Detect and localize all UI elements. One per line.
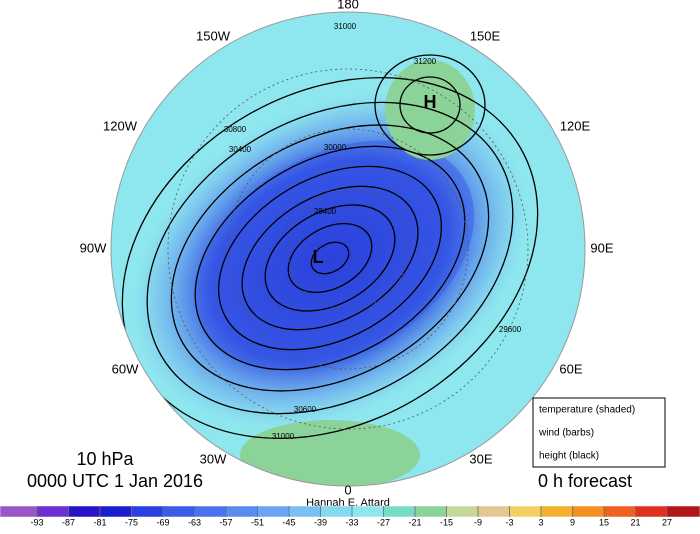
map-disk [111, 12, 585, 486]
contour-label: 31000 [272, 432, 295, 441]
colorbar-tick-label: -93 [30, 517, 43, 527]
colorbar-tick-label: -63 [188, 517, 201, 527]
contour-label: 30000 [324, 143, 347, 152]
colorbar-segment [36, 505, 69, 518]
colorbar-segment [99, 505, 132, 518]
colorbar-tick-label: -39 [314, 517, 327, 527]
colorbar-segment [509, 505, 542, 518]
lon-label: 30E [469, 451, 492, 466]
colorbar-tick-label: -21 [408, 517, 421, 527]
lon-label: 90E [590, 240, 613, 255]
low-marker: L [313, 247, 324, 267]
contour-label: 30400 [229, 145, 252, 154]
colorbar-tick-label: 9 [570, 517, 575, 527]
colorbar-tick-label: -45 [282, 517, 295, 527]
contour-label: 31200 [414, 57, 437, 66]
colorbar-segment [351, 505, 384, 518]
contour-label: 28400 [314, 207, 337, 216]
colorbar-tick-label: -81 [93, 517, 106, 527]
lon-label: 90W [80, 240, 107, 255]
contour-label: 31000 [334, 22, 357, 31]
colorbar-segment [666, 505, 700, 518]
high-marker: H [424, 92, 437, 112]
colorbar-tick-label: -57 [219, 517, 232, 527]
colorbar-segment [320, 505, 353, 518]
colorbar-segment [288, 505, 321, 518]
colorbar: -93 -87 -81 -75 -69 -63 -57 -51 -45 -39 -33 -27 -21-… [0, 505, 700, 527]
colorbar-tick-label: -51 [251, 517, 264, 527]
colorbar-segment [0, 505, 38, 518]
colorbar-segment [68, 505, 101, 518]
colorbar-segment [446, 505, 479, 518]
colorbar-tick-label: -69 [156, 517, 169, 527]
lon-label: 120E [560, 118, 591, 133]
lon-label: 30W [200, 451, 227, 466]
lon-label: 150E [470, 28, 501, 43]
contour-label: 30600 [294, 405, 317, 414]
lon-label: 60W [112, 361, 139, 376]
longitude-labels: 180 150E 120E 90E 60E 30E 0 30W 60W 90W … [80, 0, 614, 497]
colorbar-segment [635, 505, 668, 518]
colorbar-segment [131, 505, 164, 518]
colorbar-segment [162, 505, 195, 518]
contour-label: 30800 [224, 125, 247, 134]
colorbar-segment [194, 505, 227, 518]
colorbar-tick-label: -27 [377, 517, 390, 527]
lon-label: 60E [559, 361, 582, 376]
colorbar-tick-label: -87 [62, 517, 75, 527]
colorbar-segment [477, 505, 510, 518]
colorbar-segment [225, 505, 258, 518]
colorbar-tick-label: -9 [474, 517, 482, 527]
colorbar-segment [257, 505, 290, 518]
legend-entry: wind (barbs) [538, 428, 594, 439]
colorbar-tick-label: 15 [599, 517, 609, 527]
colorbar-segment [603, 505, 636, 518]
lon-label: 150W [196, 28, 231, 43]
colorbar-tick-label: -75 [125, 517, 138, 527]
contour-labels: 31000 31200 30800 30000 30400 29600 2840… [224, 22, 522, 441]
colorbar-tick-label: -3 [505, 517, 513, 527]
time-label: 0000 UTC 1 Jan 2016 [27, 471, 203, 491]
contour-label: 29600 [499, 325, 522, 334]
colorbar-tick-label: -33 [345, 517, 358, 527]
lon-label: 120W [103, 118, 138, 133]
colorbar-tick-label: -15 [440, 517, 453, 527]
colorbar-segment [383, 505, 416, 518]
colorbar-tick-label: 27 [662, 517, 672, 527]
colorbar-tick-label: 21 [630, 517, 640, 527]
colorbar-segment [540, 505, 573, 518]
map-edge [110, 11, 586, 487]
lon-label: 180 [337, 0, 359, 11]
legend-entry: height (black) [539, 451, 599, 462]
colorbar-segment [572, 505, 605, 518]
colorbar-tick-label: 3 [538, 517, 543, 527]
forecast-label: 0 h forecast [538, 471, 632, 491]
level-label: 10 hPa [76, 449, 134, 469]
legend-entry: temperature (shaded) [539, 405, 635, 416]
colorbar-segment [414, 505, 447, 518]
legend-box [532, 397, 666, 468]
lon-label: 0 [344, 482, 351, 497]
